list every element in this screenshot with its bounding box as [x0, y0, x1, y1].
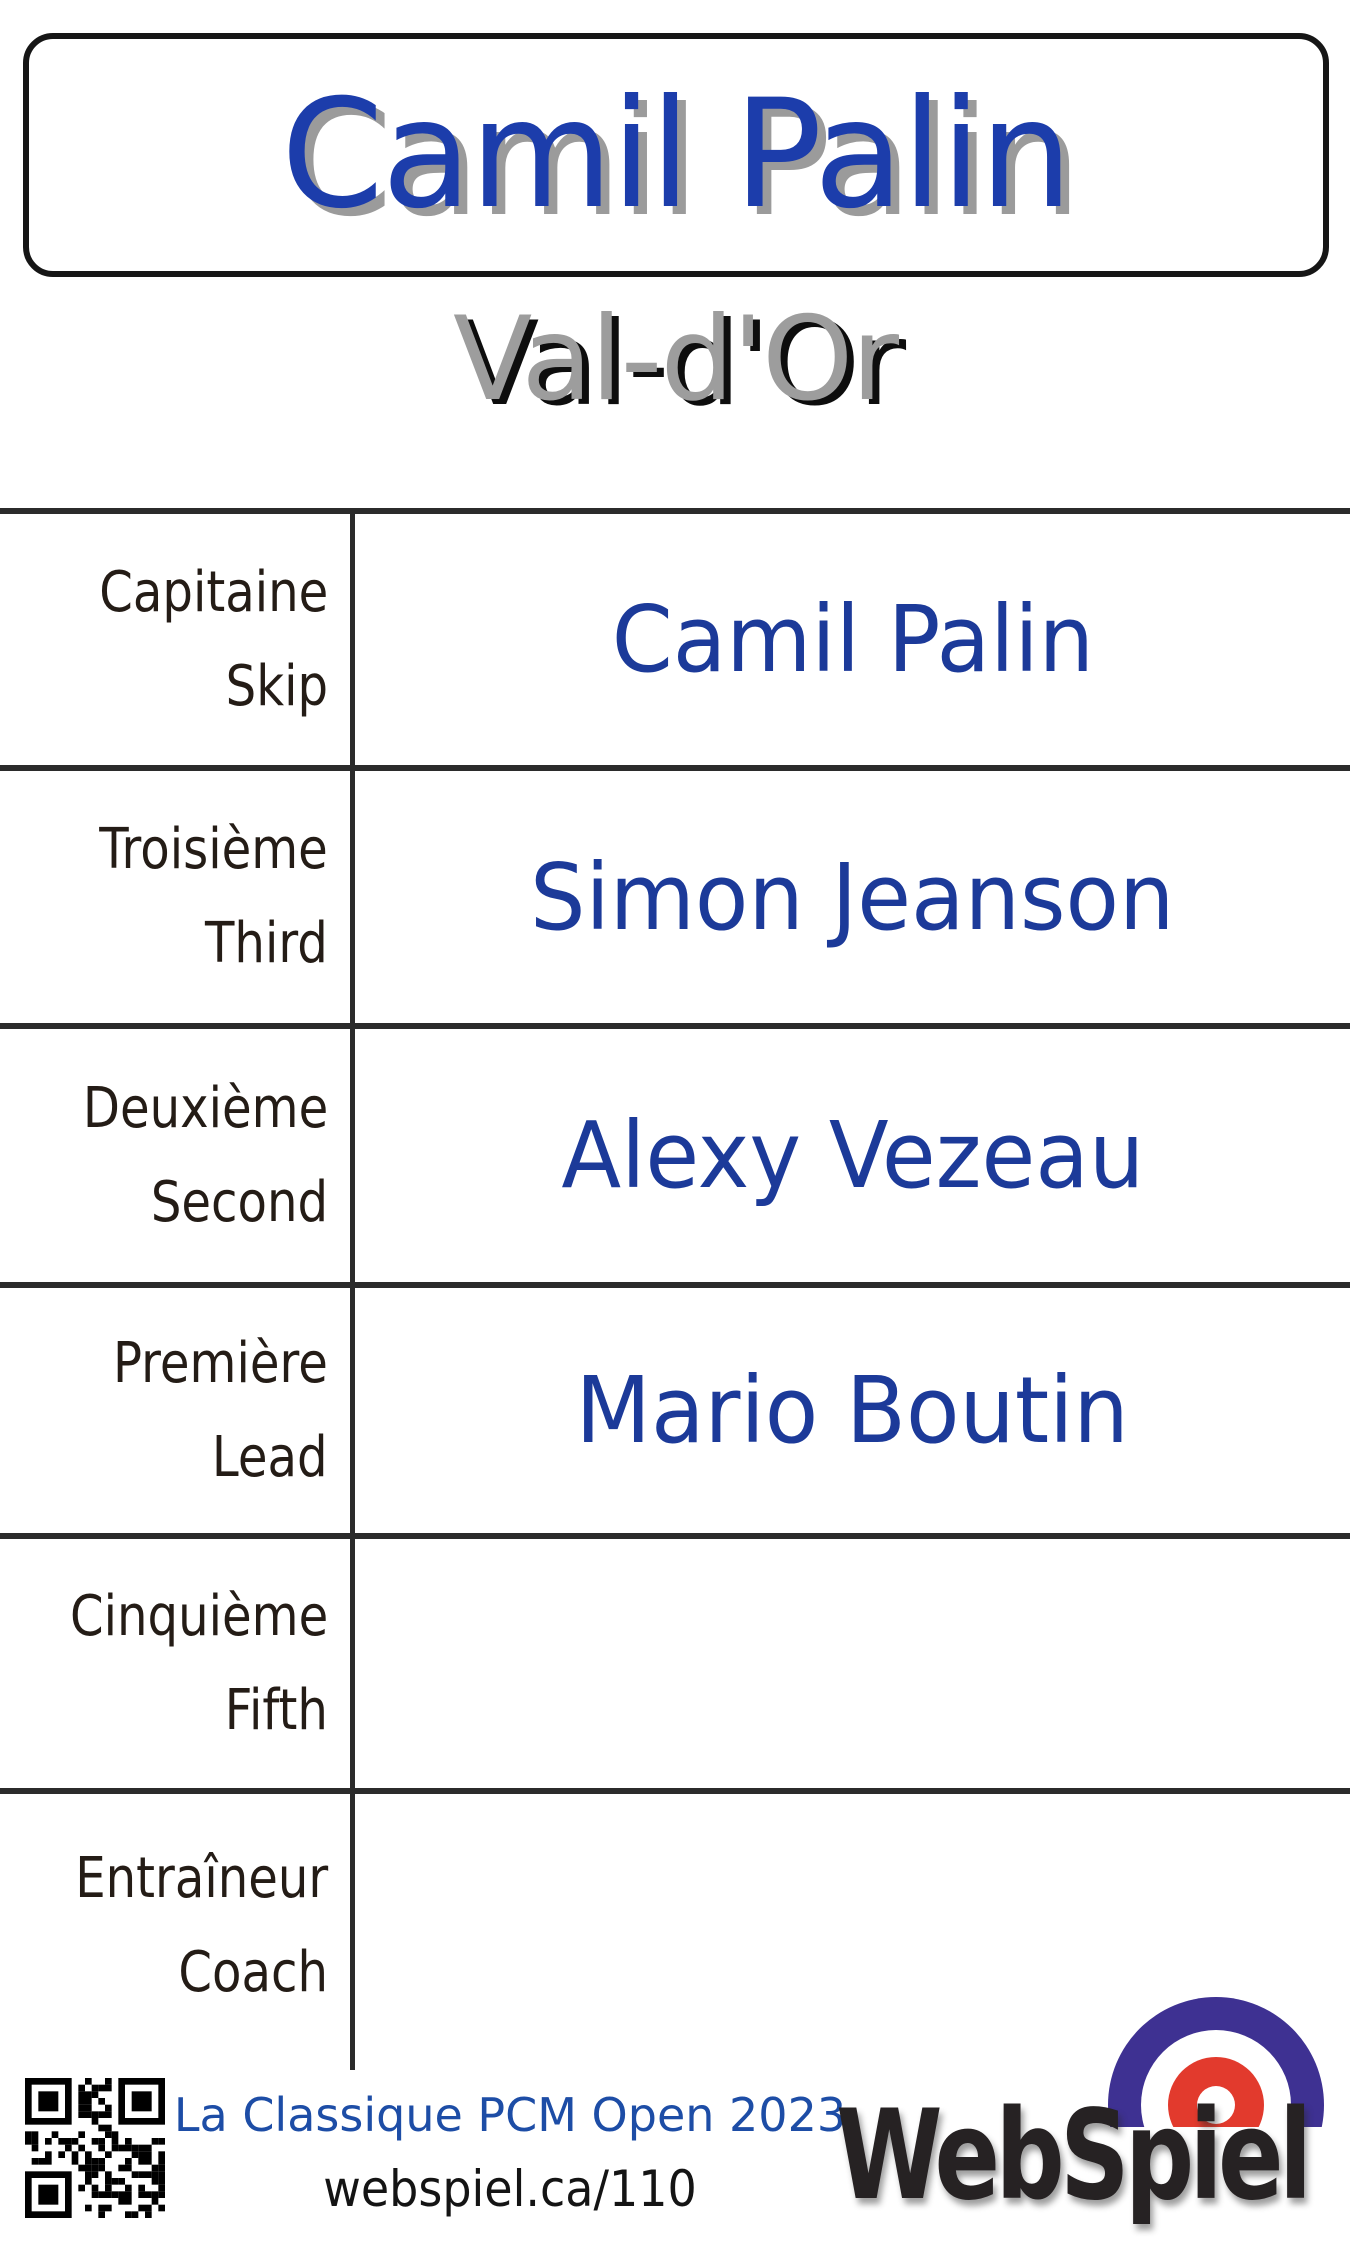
- position-label: Deuxième Second: [0, 1029, 328, 1282]
- table-line: [0, 1533, 1350, 1539]
- position-label-en: Lead: [212, 1424, 328, 1490]
- player-name: Alexy Vezeau: [561, 1102, 1144, 1209]
- team-city: Val-d'Or: [452, 292, 899, 427]
- position-label: Entraîneur Coach: [0, 1794, 328, 2058]
- team-name-box: Camil Palin: [23, 33, 1329, 277]
- player-name: Camil Palin: [611, 586, 1094, 693]
- event-url: webspiel.ca/110: [323, 2160, 697, 2218]
- team-name: Camil Palin: [281, 68, 1073, 242]
- position-label-fr: Première: [113, 1330, 328, 1396]
- position-label-fr: Troisième: [99, 817, 328, 882]
- table-line: [0, 1282, 1350, 1288]
- curling-target-icon: [1102, 1997, 1342, 2127]
- position-label-en: Second: [150, 1169, 328, 1235]
- table-row: Capitaine Skip Camil Palin: [0, 514, 1350, 765]
- webspiel-logo: WebSpiel: [830, 1985, 1350, 2240]
- position-label-fr: Deuxième: [82, 1075, 328, 1141]
- table-row: Entraîneur Coach: [0, 1794, 1350, 2058]
- table-line: [0, 1788, 1350, 1794]
- position-label-en: Coach: [178, 1940, 328, 2005]
- player-name: [355, 1539, 1350, 1788]
- table-line: [0, 765, 1350, 771]
- position-label: Première Lead: [0, 1288, 328, 1533]
- position-label-en: Third: [205, 911, 328, 976]
- webspiel-wordmark: WebSpiel: [836, 2084, 1312, 2228]
- position-label-fr: Cinquième: [69, 1583, 328, 1649]
- event-name: La Classique PCM Open 2023: [173, 2088, 847, 2142]
- table-divider: [350, 508, 355, 2070]
- table-row: Troisième Third Simon Jeanson: [0, 771, 1350, 1023]
- table-line: [0, 508, 1350, 514]
- position-label-fr: Capitaine: [98, 559, 328, 625]
- table-row: Cinquième Fifth: [0, 1539, 1350, 1788]
- position-label-fr: Entraîneur: [74, 1846, 328, 1911]
- table-row: Deuxième Second Alexy Vezeau: [0, 1029, 1350, 1282]
- position-label: Cinquième Fifth: [0, 1539, 328, 1788]
- qr-code-icon: [25, 2078, 165, 2218]
- player-name: Mario Boutin: [575, 1357, 1130, 1464]
- table-line: [0, 1023, 1350, 1029]
- position-label: Capitaine Skip: [0, 514, 328, 765]
- table-row: Première Lead Mario Boutin: [0, 1288, 1350, 1533]
- player-name: Simon Jeanson: [530, 843, 1175, 951]
- position-label-en: Skip: [225, 653, 328, 719]
- position-label: Troisième Third: [0, 771, 328, 1023]
- position-label-en: Fifth: [224, 1677, 328, 1743]
